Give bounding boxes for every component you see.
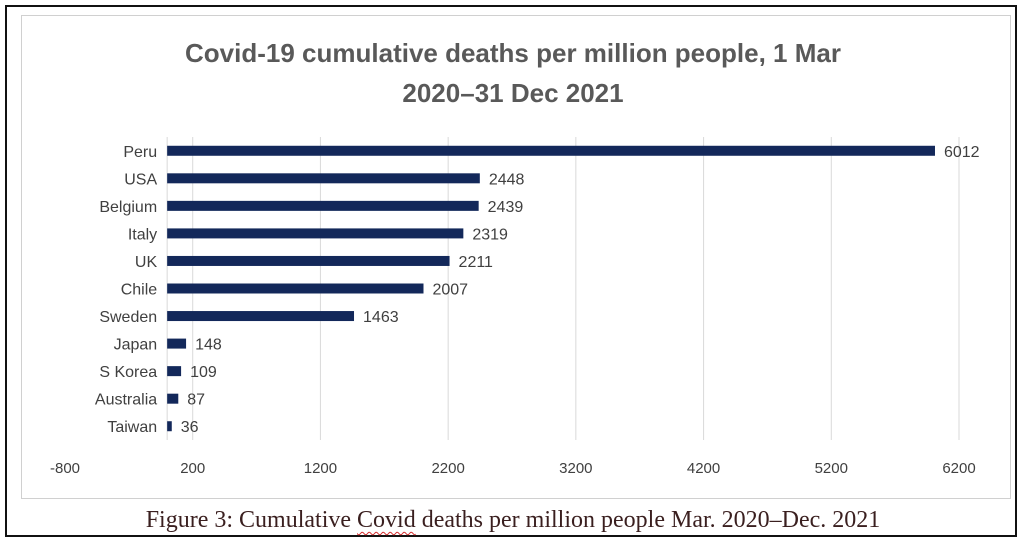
- data-label: 2211: [459, 254, 494, 271]
- x-tick-label: 200: [180, 460, 205, 477]
- category-label: Taiwan: [107, 419, 157, 436]
- data-label: 2319: [472, 226, 508, 243]
- x-tick-label: 2200: [431, 460, 464, 477]
- category-label: UK: [135, 254, 158, 271]
- data-label: 87: [187, 392, 205, 409]
- data-label: 6012: [944, 144, 980, 161]
- caption-text-end: deaths per million people Mar. 2020–Dec.…: [415, 507, 881, 533]
- x-tick-label: 3200: [559, 460, 592, 477]
- category-label: Chile: [121, 282, 158, 299]
- data-label: 2448: [489, 171, 525, 188]
- x-tick-label: 4200: [687, 460, 720, 477]
- bar: [167, 366, 182, 377]
- category-label: Sweden: [99, 309, 157, 326]
- bar: [167, 228, 464, 239]
- x-tick-label: 5200: [815, 460, 848, 477]
- data-label: 2007: [432, 282, 468, 299]
- bar: [167, 338, 187, 349]
- bar: [167, 255, 450, 266]
- bar: [167, 283, 424, 294]
- x-tick-label: -800: [50, 460, 80, 477]
- x-tick-label: 6200: [942, 460, 975, 477]
- category-label: Australia: [95, 392, 157, 409]
- data-label: 1463: [363, 309, 399, 326]
- data-label: 36: [181, 419, 199, 436]
- bar: [167, 200, 479, 211]
- bar-chart: -800 200 1200 2200 3200 4200 5200 6200 Peru 6012 U…: [50, 137, 980, 477]
- figure-frame: Covid-19 cumulative deaths per million p…: [5, 5, 1017, 537]
- category-label: Italy: [128, 226, 157, 243]
- data-label: 109: [190, 364, 217, 381]
- bar: [167, 311, 355, 322]
- caption-text-highlight: Covid: [357, 507, 416, 533]
- figure-caption: Figure 3: Cumulative Covid deaths per mi…: [7, 507, 1019, 534]
- data-label: 148: [195, 337, 222, 354]
- bar: [167, 393, 179, 404]
- category-label: USA: [124, 171, 157, 188]
- caption-text-start: Figure 3: Cumulative: [145, 507, 358, 533]
- bar: [167, 421, 172, 432]
- category-label: Belgium: [99, 199, 157, 216]
- chart-title: Covid-19 cumulative deaths per million p…: [7, 33, 1019, 113]
- bar: [167, 145, 935, 156]
- category-label: Japan: [114, 337, 158, 354]
- chart-title-line-1: Covid-19 cumulative deaths per million p…: [185, 38, 841, 68]
- chart-title-line-2: 2020–31 Dec 2021: [402, 78, 624, 108]
- category-label: Peru: [123, 144, 157, 161]
- category-label: S Korea: [99, 364, 157, 381]
- data-label: 2439: [488, 199, 524, 216]
- x-tick-label: 1200: [304, 460, 337, 477]
- bar: [167, 173, 480, 184]
